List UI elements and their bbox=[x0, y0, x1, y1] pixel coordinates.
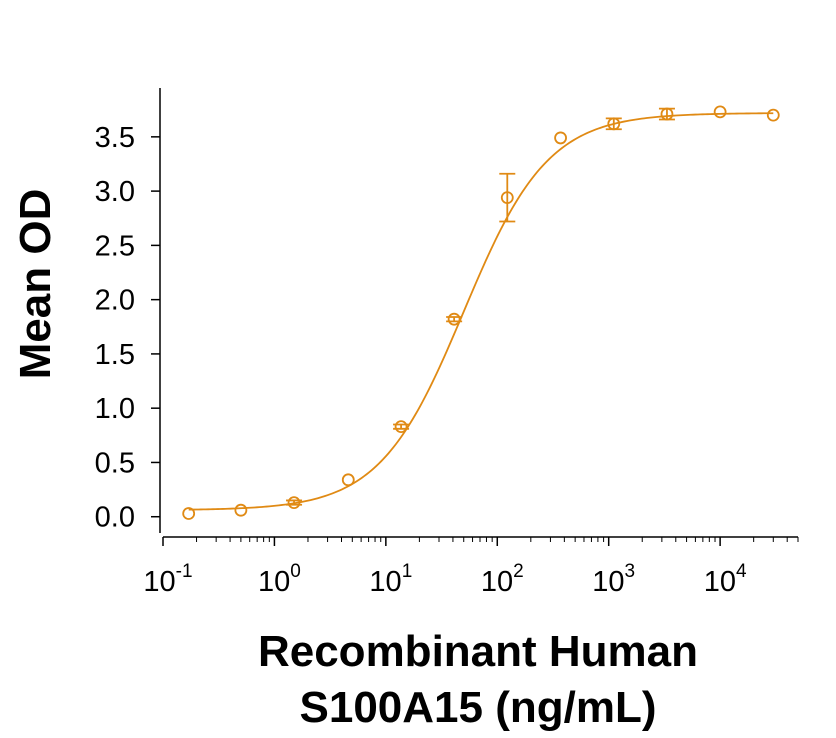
x-tick-label-2: 101 bbox=[369, 561, 412, 598]
y-tick-label-7: 3.5 bbox=[95, 122, 135, 154]
data-point-9 bbox=[660, 107, 674, 121]
y-axis-title: Mean OD bbox=[11, 189, 60, 380]
data-point-0 bbox=[182, 507, 196, 520]
data-points-layer bbox=[182, 105, 780, 520]
x-tick-label-1: 100 bbox=[258, 561, 301, 598]
x-axis-title-line-2: S100A15 (ng/mL) bbox=[300, 683, 657, 732]
x-tick-label-0: 10-1 bbox=[143, 561, 192, 598]
data-point-5 bbox=[447, 312, 461, 326]
x-tick-label-5: 104 bbox=[704, 561, 747, 598]
data-point-1 bbox=[234, 503, 248, 517]
fit-curve-layer bbox=[188, 112, 774, 511]
y-tick-label-4: 2.0 bbox=[95, 285, 135, 317]
data-point-3 bbox=[341, 473, 355, 487]
axes: 0.0 0.5 1.0 1.5 2.0 2.5 3.0 3.5 10-1 100 101 102 103… bbox=[95, 88, 799, 598]
y-tick-label-3: 1.5 bbox=[95, 339, 135, 371]
x-tick-label-4: 103 bbox=[592, 561, 635, 598]
data-point-6 bbox=[500, 191, 514, 205]
x-axis-title-line-1: Recombinant Human bbox=[258, 627, 698, 676]
y-tick-label-1: 0.5 bbox=[95, 447, 135, 479]
data-point-2 bbox=[287, 496, 301, 510]
data-point-4 bbox=[394, 420, 408, 434]
data-point-10 bbox=[713, 105, 727, 119]
y-tick-label-5: 2.5 bbox=[95, 230, 135, 262]
y-tick-label-2: 1.0 bbox=[95, 393, 135, 425]
y-tick-label-6: 3.0 bbox=[95, 176, 135, 208]
y-tick-label-0: 0.0 bbox=[95, 502, 135, 534]
x-tick-label-3: 102 bbox=[481, 561, 524, 598]
fit-curve bbox=[188, 112, 774, 511]
data-point-8 bbox=[607, 117, 621, 131]
data-point-7 bbox=[554, 131, 567, 145]
data-point-11 bbox=[766, 108, 780, 122]
